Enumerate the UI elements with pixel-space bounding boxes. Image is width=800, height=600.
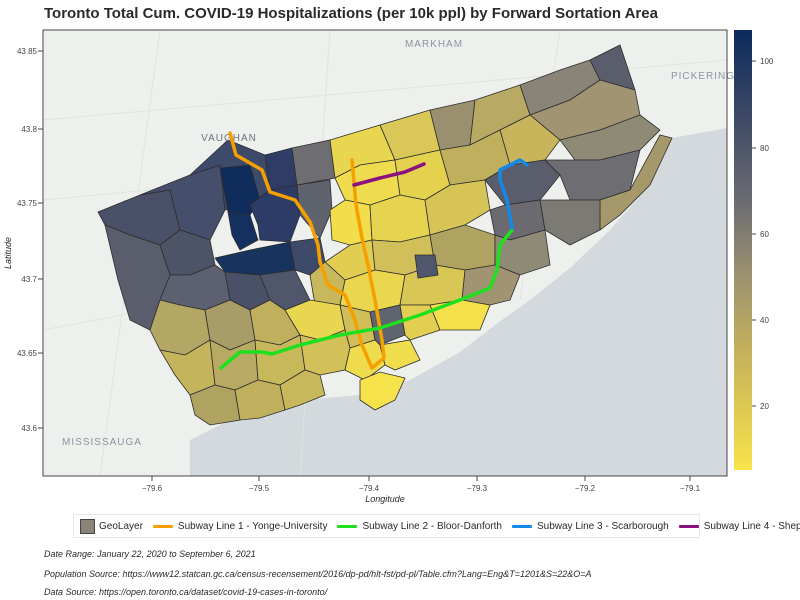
legend-item-geolayer[interactable]: GeoLayer [80, 518, 143, 534]
note-population-source: Population Source: https://www12.statcan… [44, 569, 592, 579]
legend-item-line2[interactable]: Subway Line 2 - Bloor-Danforth [337, 521, 502, 532]
subway-line-2[interactable] [219, 228, 514, 370]
legend: GeoLayer Subway Line 1 - Yonge-Universit… [73, 514, 800, 538]
x-tick-label: −79.4 [359, 484, 380, 493]
fsa-region [291, 139, 336, 186]
y-tick-label: 43.75 [17, 199, 38, 208]
fsa-regions[interactable] [97, 44, 673, 426]
y-tick-label: 43.6 [21, 424, 37, 433]
y-tick-label: 43.85 [17, 47, 38, 56]
legend-label: Subway Line 2 - Bloor-Danforth [362, 520, 502, 532]
line3-swatch-icon [511, 524, 532, 528]
colorbar-ticks: 100 80 60 40 20 [752, 57, 774, 411]
fsa-region [379, 339, 421, 371]
x-tick-label: −79.3 [467, 484, 488, 493]
y-axis-label: Latitude [3, 237, 13, 269]
fsa-region [329, 199, 373, 246]
legend-item-line1[interactable]: Subway Line 1 - Yonge-University [152, 520, 328, 532]
colorbar-tick-label: 100 [760, 57, 774, 66]
legend-label: GeoLayer [99, 520, 143, 532]
x-tick-label: −79.5 [249, 484, 270, 493]
map-label-mississauga: MISSISSAUGA [62, 437, 142, 448]
fsa-region [264, 147, 298, 191]
subway-line-1[interactable] [228, 131, 386, 370]
y-tick-label: 43.7 [21, 275, 37, 284]
legend-item-line3[interactable]: Subway Line 3 - Scarborough [511, 520, 669, 532]
colorbar-tick-label: 40 [760, 316, 769, 325]
note-data-source: Data Source: https://open.toronto.ca/dat… [44, 587, 328, 597]
chart-title: Toronto Total Cum. COVID-19 Hospitalizat… [44, 5, 658, 22]
map-label-markham: MARKHAM [405, 39, 463, 50]
map-label-pickering: PICKERING [671, 71, 735, 82]
x-tick-label: −79.6 [142, 484, 163, 493]
subway-line-3[interactable] [498, 158, 529, 230]
line1-swatch-icon [152, 524, 173, 528]
y-axis: 43.85 43.8 43.75 43.7 43.65 43.6 [17, 47, 43, 433]
fsa-region [296, 179, 333, 239]
geolayer-swatch-icon [80, 518, 95, 534]
fsa-region [227, 211, 259, 251]
plot-frame [42, 29, 728, 477]
legend-item-line4[interactable]: Subway Line 4 - Sheppard [678, 520, 800, 532]
legend-label: Subway Line 1 - Yonge-University [177, 520, 328, 532]
x-axis: −79.6 −79.5 −79.4 −79.3 −79.2 −79.1 [142, 476, 701, 493]
x-axis-label: Longitude [365, 494, 405, 504]
colorbar-tick-label: 80 [760, 144, 769, 153]
x-tick-label: −79.2 [575, 484, 596, 493]
y-tick-label: 43.8 [21, 125, 37, 134]
colorbar [734, 30, 752, 470]
map-label-vaughan: VAUGHAN [201, 133, 257, 144]
fsa-region [599, 134, 673, 231]
fsa-region [399, 304, 441, 341]
fsa-region [429, 299, 491, 331]
colorbar-tick-label: 20 [760, 402, 769, 411]
colorbar-tick-label: 60 [760, 230, 769, 239]
fsa-region [414, 254, 439, 279]
line4-swatch-icon [678, 524, 699, 528]
fsa-region [369, 194, 431, 243]
line2-swatch-icon [337, 524, 358, 528]
legend-label: Subway Line 3 - Scarborough [536, 520, 669, 532]
fsa-region [359, 371, 406, 411]
legend-label: Subway Line 4 - Sheppard [703, 520, 800, 532]
note-date-range: Date Range: January 22, 2020 to Septembe… [44, 549, 256, 559]
x-tick-label: −79.1 [680, 484, 701, 493]
y-tick-label: 43.65 [17, 349, 38, 358]
subway-line-4[interactable] [352, 162, 426, 187]
fsa-region [279, 369, 326, 411]
